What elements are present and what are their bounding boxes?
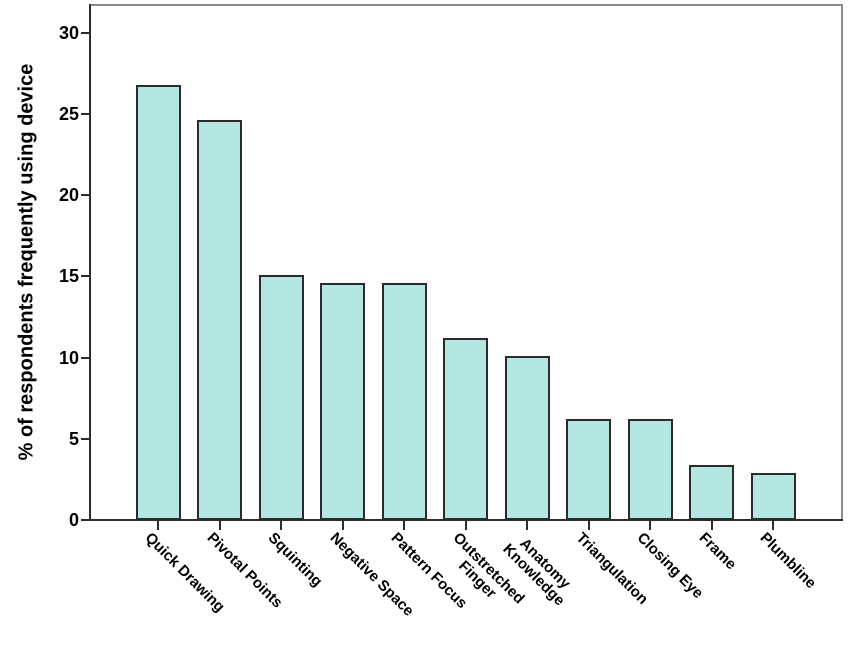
y-tick: [81, 112, 89, 115]
bar: [320, 282, 365, 520]
x-tick: [526, 521, 528, 530]
bar: [258, 274, 304, 520]
x-tick: [280, 521, 282, 530]
x-tick-label: Plumbline: [756, 529, 820, 593]
x-tick: [341, 521, 344, 530]
y-tick-label: 10: [58, 347, 79, 368]
y-tick: [81, 519, 89, 521]
x-axis-line: [89, 519, 843, 521]
bar: [135, 84, 181, 520]
bar: [443, 338, 488, 520]
y-axis-line: [89, 4, 91, 521]
y-tick-label: 0: [68, 510, 79, 530]
x-tick-label: Frame: [695, 529, 740, 574]
x-tick: [464, 521, 467, 530]
x-tick: [403, 521, 405, 530]
bar: [566, 419, 611, 520]
y-axis-title: % of respondents frequently using device: [15, 63, 38, 461]
y-tick-label: 15: [58, 266, 79, 287]
x-tick: [218, 521, 221, 530]
x-tick: [157, 521, 159, 530]
x-tick: [710, 521, 713, 530]
x-tick-label: Squinting: [264, 529, 326, 591]
bar: [197, 120, 242, 520]
bar: [627, 419, 673, 520]
bar: [750, 472, 796, 520]
bar: [504, 355, 550, 520]
x-tick: [587, 521, 590, 530]
x-tick: [772, 521, 774, 530]
y-tick-label: 5: [68, 428, 79, 449]
bar: [689, 464, 734, 520]
y-tick: [81, 194, 89, 197]
y-tick: [81, 275, 89, 278]
y-tick-label: 25: [58, 103, 79, 124]
y-tick: [81, 31, 89, 34]
y-tick-label: 20: [58, 185, 79, 206]
bar: [381, 282, 427, 520]
y-tick: [81, 356, 89, 359]
y-tick: [81, 437, 89, 440]
x-tick: [649, 521, 651, 530]
y-tick-label: 30: [58, 22, 79, 43]
plot-area-frame: [89, 4, 843, 520]
